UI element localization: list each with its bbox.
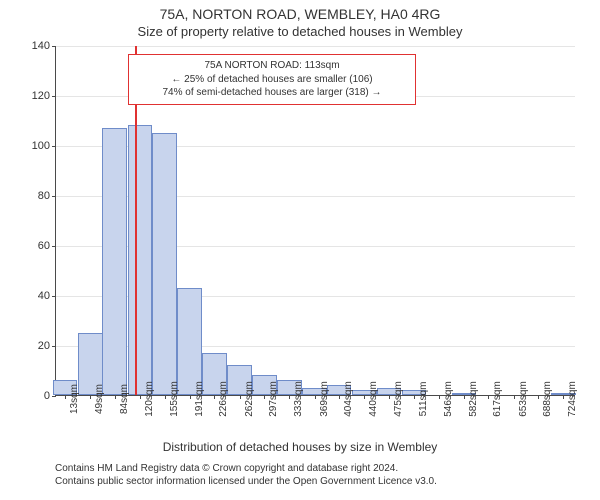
- x-tick-label: 440sqm: [368, 381, 379, 417]
- gridline: [56, 46, 575, 47]
- x-tick-label: 191sqm: [194, 381, 205, 417]
- x-tick-mark: [315, 395, 316, 399]
- x-tick-label: 13sqm: [69, 384, 80, 414]
- x-tick-label: 333sqm: [293, 381, 304, 417]
- x-tick-label: 226sqm: [218, 381, 229, 417]
- x-tick-mark: [115, 395, 116, 399]
- chart-title-main: 75A, NORTON ROAD, WEMBLEY, HA0 4RG: [0, 6, 600, 22]
- plot-area: 02040608010012014013sqm49sqm84sqm120sqm1…: [55, 46, 575, 396]
- x-tick-mark: [264, 395, 265, 399]
- x-tick-label: 653sqm: [518, 381, 529, 417]
- y-tick-mark: [52, 396, 56, 397]
- x-tick-label: 155sqm: [169, 381, 180, 417]
- x-tick-mark: [289, 395, 290, 399]
- y-tick-mark: [52, 196, 56, 197]
- annotation-line: 75A NORTON ROAD: 113sqm: [137, 59, 407, 73]
- annotation-line: 74% of semi-detached houses are larger (…: [137, 86, 407, 100]
- x-tick-label: 511sqm: [418, 382, 429, 417]
- x-tick-label: 546sqm: [443, 381, 454, 417]
- x-tick-label: 582sqm: [468, 381, 479, 417]
- annotation-line: ← 25% of detached houses are smaller (10…: [137, 73, 407, 87]
- x-tick-mark: [439, 395, 440, 399]
- x-tick-label: 49sqm: [94, 384, 105, 414]
- x-tick-label: 297sqm: [268, 381, 279, 417]
- x-tick-mark: [90, 395, 91, 399]
- attribution-line1: Contains HM Land Registry data © Crown c…: [55, 462, 437, 475]
- x-tick-label: 475sqm: [393, 381, 404, 417]
- x-tick-label: 617sqm: [492, 381, 503, 417]
- annotation-box: 75A NORTON ROAD: 113sqm← 25% of detached…: [128, 54, 416, 105]
- x-tick-mark: [389, 395, 390, 399]
- x-tick-mark: [140, 395, 141, 399]
- x-tick-label: 404sqm: [343, 381, 354, 417]
- y-tick-label: 120: [20, 90, 50, 102]
- x-tick-mark: [514, 395, 515, 399]
- x-tick-label: 262sqm: [244, 381, 255, 417]
- histogram-bar: [152, 133, 177, 396]
- x-tick-mark: [165, 395, 166, 399]
- y-tick-mark: [52, 146, 56, 147]
- x-tick-mark: [190, 395, 191, 399]
- y-tick-label: 80: [20, 190, 50, 202]
- y-tick-label: 100: [20, 140, 50, 152]
- x-tick-mark: [65, 395, 66, 399]
- y-tick-mark: [52, 246, 56, 247]
- chart-title-sub: Size of property relative to detached ho…: [0, 24, 600, 39]
- x-tick-label: 369sqm: [319, 381, 330, 417]
- y-tick-mark: [52, 96, 56, 97]
- x-tick-label: 724sqm: [567, 381, 578, 417]
- y-tick-label: 60: [20, 240, 50, 252]
- x-tick-mark: [538, 395, 539, 399]
- attribution-line2: Contains public sector information licen…: [55, 475, 437, 488]
- y-tick-label: 40: [20, 290, 50, 302]
- x-tick-label: 84sqm: [119, 384, 130, 414]
- x-axis-label: Distribution of detached houses by size …: [0, 440, 600, 454]
- chart-container: 75A, NORTON ROAD, WEMBLEY, HA0 4RG Size …: [0, 0, 600, 500]
- histogram-bar: [128, 125, 153, 395]
- x-tick-mark: [464, 395, 465, 399]
- x-tick-mark: [364, 395, 365, 399]
- y-tick-mark: [52, 296, 56, 297]
- x-tick-mark: [339, 395, 340, 399]
- y-tick-mark: [52, 46, 56, 47]
- attribution-text: Contains HM Land Registry data © Crown c…: [55, 462, 437, 488]
- x-tick-label: 688sqm: [542, 381, 553, 417]
- x-tick-mark: [414, 395, 415, 399]
- x-tick-mark: [240, 395, 241, 399]
- x-tick-mark: [563, 395, 564, 399]
- histogram-bar: [102, 128, 127, 396]
- y-tick-label: 0: [20, 390, 50, 402]
- histogram-bar: [177, 288, 202, 396]
- x-tick-mark: [214, 395, 215, 399]
- y-tick-label: 20: [20, 340, 50, 352]
- y-tick-mark: [52, 346, 56, 347]
- x-tick-mark: [488, 395, 489, 399]
- x-tick-label: 120sqm: [144, 381, 155, 417]
- y-tick-label: 140: [20, 40, 50, 52]
